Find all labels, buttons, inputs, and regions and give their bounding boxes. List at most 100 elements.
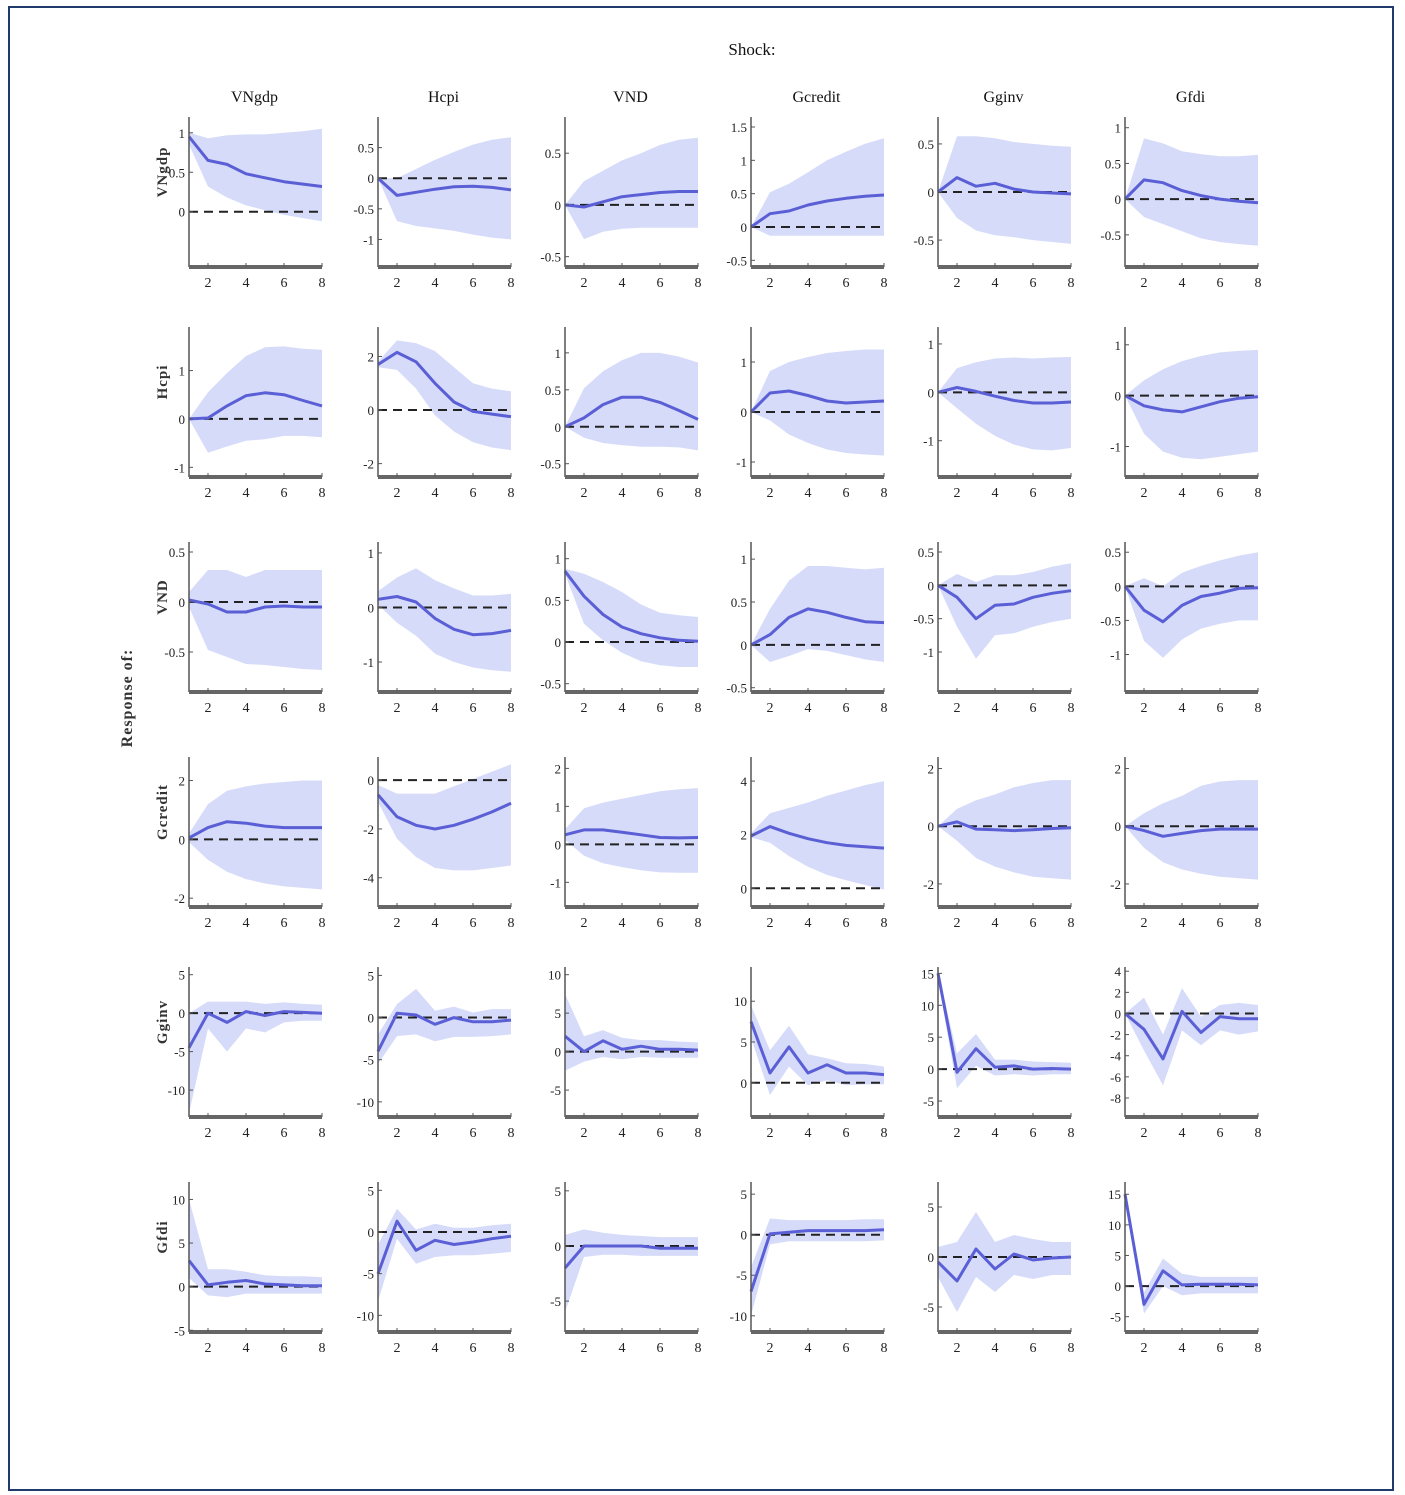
x-tick-label: 8	[1068, 276, 1075, 291]
confidence-band	[751, 781, 884, 890]
y-tick-label: 0	[928, 1250, 935, 1265]
x-tick-label: 2	[1141, 1126, 1148, 1141]
x-tick-label: 4	[992, 486, 999, 501]
y-tick-label: 0	[928, 185, 935, 200]
confidence-band	[565, 137, 698, 240]
confidence-band	[1125, 780, 1258, 880]
confidence-band	[751, 566, 884, 662]
irf-panel: -1 -0.5 0 0.5 2 4 6 8	[1100, 542, 1262, 716]
x-tick-label: 8	[1255, 916, 1262, 931]
x-tick-label: 8	[508, 916, 515, 931]
y-tick-label: 10	[921, 998, 934, 1013]
x-tick-label: 4	[432, 1341, 439, 1356]
x-tick-label: 8	[319, 1341, 326, 1356]
x-tick-label: 4	[243, 1126, 250, 1141]
y-tick-label: -1	[736, 455, 747, 470]
y-tick-label: 0.5	[918, 137, 934, 152]
irf-panel: -5 0 5 2 4 6 8	[550, 1182, 702, 1356]
y-tick-label: 5	[1115, 1248, 1122, 1263]
irf-panel: -2 0 2 2 4 6 8	[174, 757, 326, 931]
median-response-line	[564, 395, 699, 429]
y-tick-label: 0	[179, 1280, 186, 1295]
x-tick-label: 4	[1179, 486, 1186, 501]
x-tick-label: 8	[1255, 276, 1262, 291]
y-tick-label: 5	[368, 968, 375, 983]
y-tick-label: -5	[1110, 1310, 1121, 1325]
median-response-line	[1124, 394, 1259, 414]
y-tick-label: 0	[368, 773, 375, 788]
x-tick-label: 8	[695, 276, 702, 291]
x-tick-label: 2	[205, 1341, 212, 1356]
x-tick-label: 4	[992, 701, 999, 716]
confidence-band	[938, 136, 1071, 244]
y-tick-label: 2	[1115, 762, 1122, 777]
x-tick-label: 6	[281, 1126, 288, 1141]
y-tick-label: 0	[555, 198, 562, 213]
y-tick-label: 1	[555, 799, 562, 814]
irf-panel: 0 5 10 2 4 6 8	[734, 967, 888, 1141]
x-tick-label: 2	[394, 486, 401, 501]
confidence-band	[565, 352, 698, 451]
y-tick-label: 5	[928, 1030, 935, 1045]
irf-panel: -0.5 0 0.5 1 2 4 6 8	[726, 542, 888, 716]
irf-panel: -0.5 0 0.5 2 4 6 8	[164, 542, 326, 716]
response-title: Response of:	[119, 649, 136, 748]
x-tick-label: 8	[881, 1126, 888, 1141]
y-tick-label: 0	[741, 638, 748, 653]
irf-panel: -0.5 0 0.5 1 2 4 6 8	[1100, 117, 1262, 291]
y-tick-label: 0	[179, 832, 186, 847]
y-tick-label: 2	[555, 761, 562, 776]
median-response-line	[188, 391, 323, 421]
irf-panel: -4 -2 0 2 4 6 8	[363, 757, 515, 931]
y-tick-label: 1	[741, 355, 748, 370]
irf-panel: -1 0 1 2 4 6 8	[923, 327, 1075, 501]
y-tick-label: 0	[179, 595, 186, 610]
x-tick-label: 6	[470, 276, 477, 291]
x-tick-label: 8	[695, 486, 702, 501]
median-response-line	[563, 1244, 698, 1269]
x-tick-label: 6	[281, 276, 288, 291]
y-tick-label: 5	[928, 1200, 935, 1215]
x-tick-label: 8	[881, 276, 888, 291]
x-tick-label: 6	[281, 701, 288, 716]
x-tick-label: 6	[843, 486, 850, 501]
x-tick-label: 4	[619, 701, 626, 716]
confidence-band	[378, 340, 511, 451]
confidence-band	[378, 988, 511, 1064]
y-tick-label: -5	[363, 1267, 374, 1282]
median-response-line	[750, 825, 885, 850]
x-tick-label: 6	[1217, 1341, 1224, 1356]
x-tick-label: 6	[1217, 701, 1224, 716]
x-tick-label: 2	[767, 276, 774, 291]
x-tick-label: 8	[695, 1126, 702, 1141]
irf-panel: -0.5 0 0.5 1 2 4 6 8	[540, 327, 702, 501]
y-tick-label: 0.5	[545, 146, 561, 161]
y-tick-label: 10	[172, 1192, 185, 1207]
y-tick-label: 1	[741, 153, 748, 168]
x-tick-label: 2	[1141, 916, 1148, 931]
x-tick-label: 2	[205, 486, 212, 501]
y-tick-label: -2	[1110, 1028, 1121, 1043]
x-tick-label: 6	[1030, 1126, 1037, 1141]
x-tick-label: 8	[319, 1126, 326, 1141]
y-tick-label: -0.5	[164, 645, 185, 660]
y-tick-label: 4	[1115, 964, 1122, 979]
y-tick-label: -5	[363, 1053, 374, 1068]
median-response-line	[187, 1010, 323, 1049]
irf-panel: -10 -5 0 5 2 4 6 8	[357, 967, 515, 1141]
y-tick-label: 2	[741, 828, 748, 843]
y-tick-label: 0.5	[358, 141, 374, 156]
x-tick-label: 2	[581, 916, 588, 931]
y-tick-label: 0	[1115, 579, 1122, 594]
median-response-line	[187, 135, 323, 188]
shock-label: VND	[613, 89, 648, 106]
y-tick-label: -5	[923, 1094, 934, 1109]
x-tick-label: 6	[657, 916, 664, 931]
x-tick-label: 8	[319, 916, 326, 931]
y-tick-label: 0	[1115, 192, 1122, 207]
y-tick-label: 0	[368, 1011, 375, 1026]
x-tick-label: 4	[432, 1126, 439, 1141]
x-tick-label: 6	[843, 1341, 850, 1356]
irf-panel: -1 0 1 2 4 6 8	[174, 327, 326, 501]
y-tick-label: 10	[548, 968, 561, 983]
